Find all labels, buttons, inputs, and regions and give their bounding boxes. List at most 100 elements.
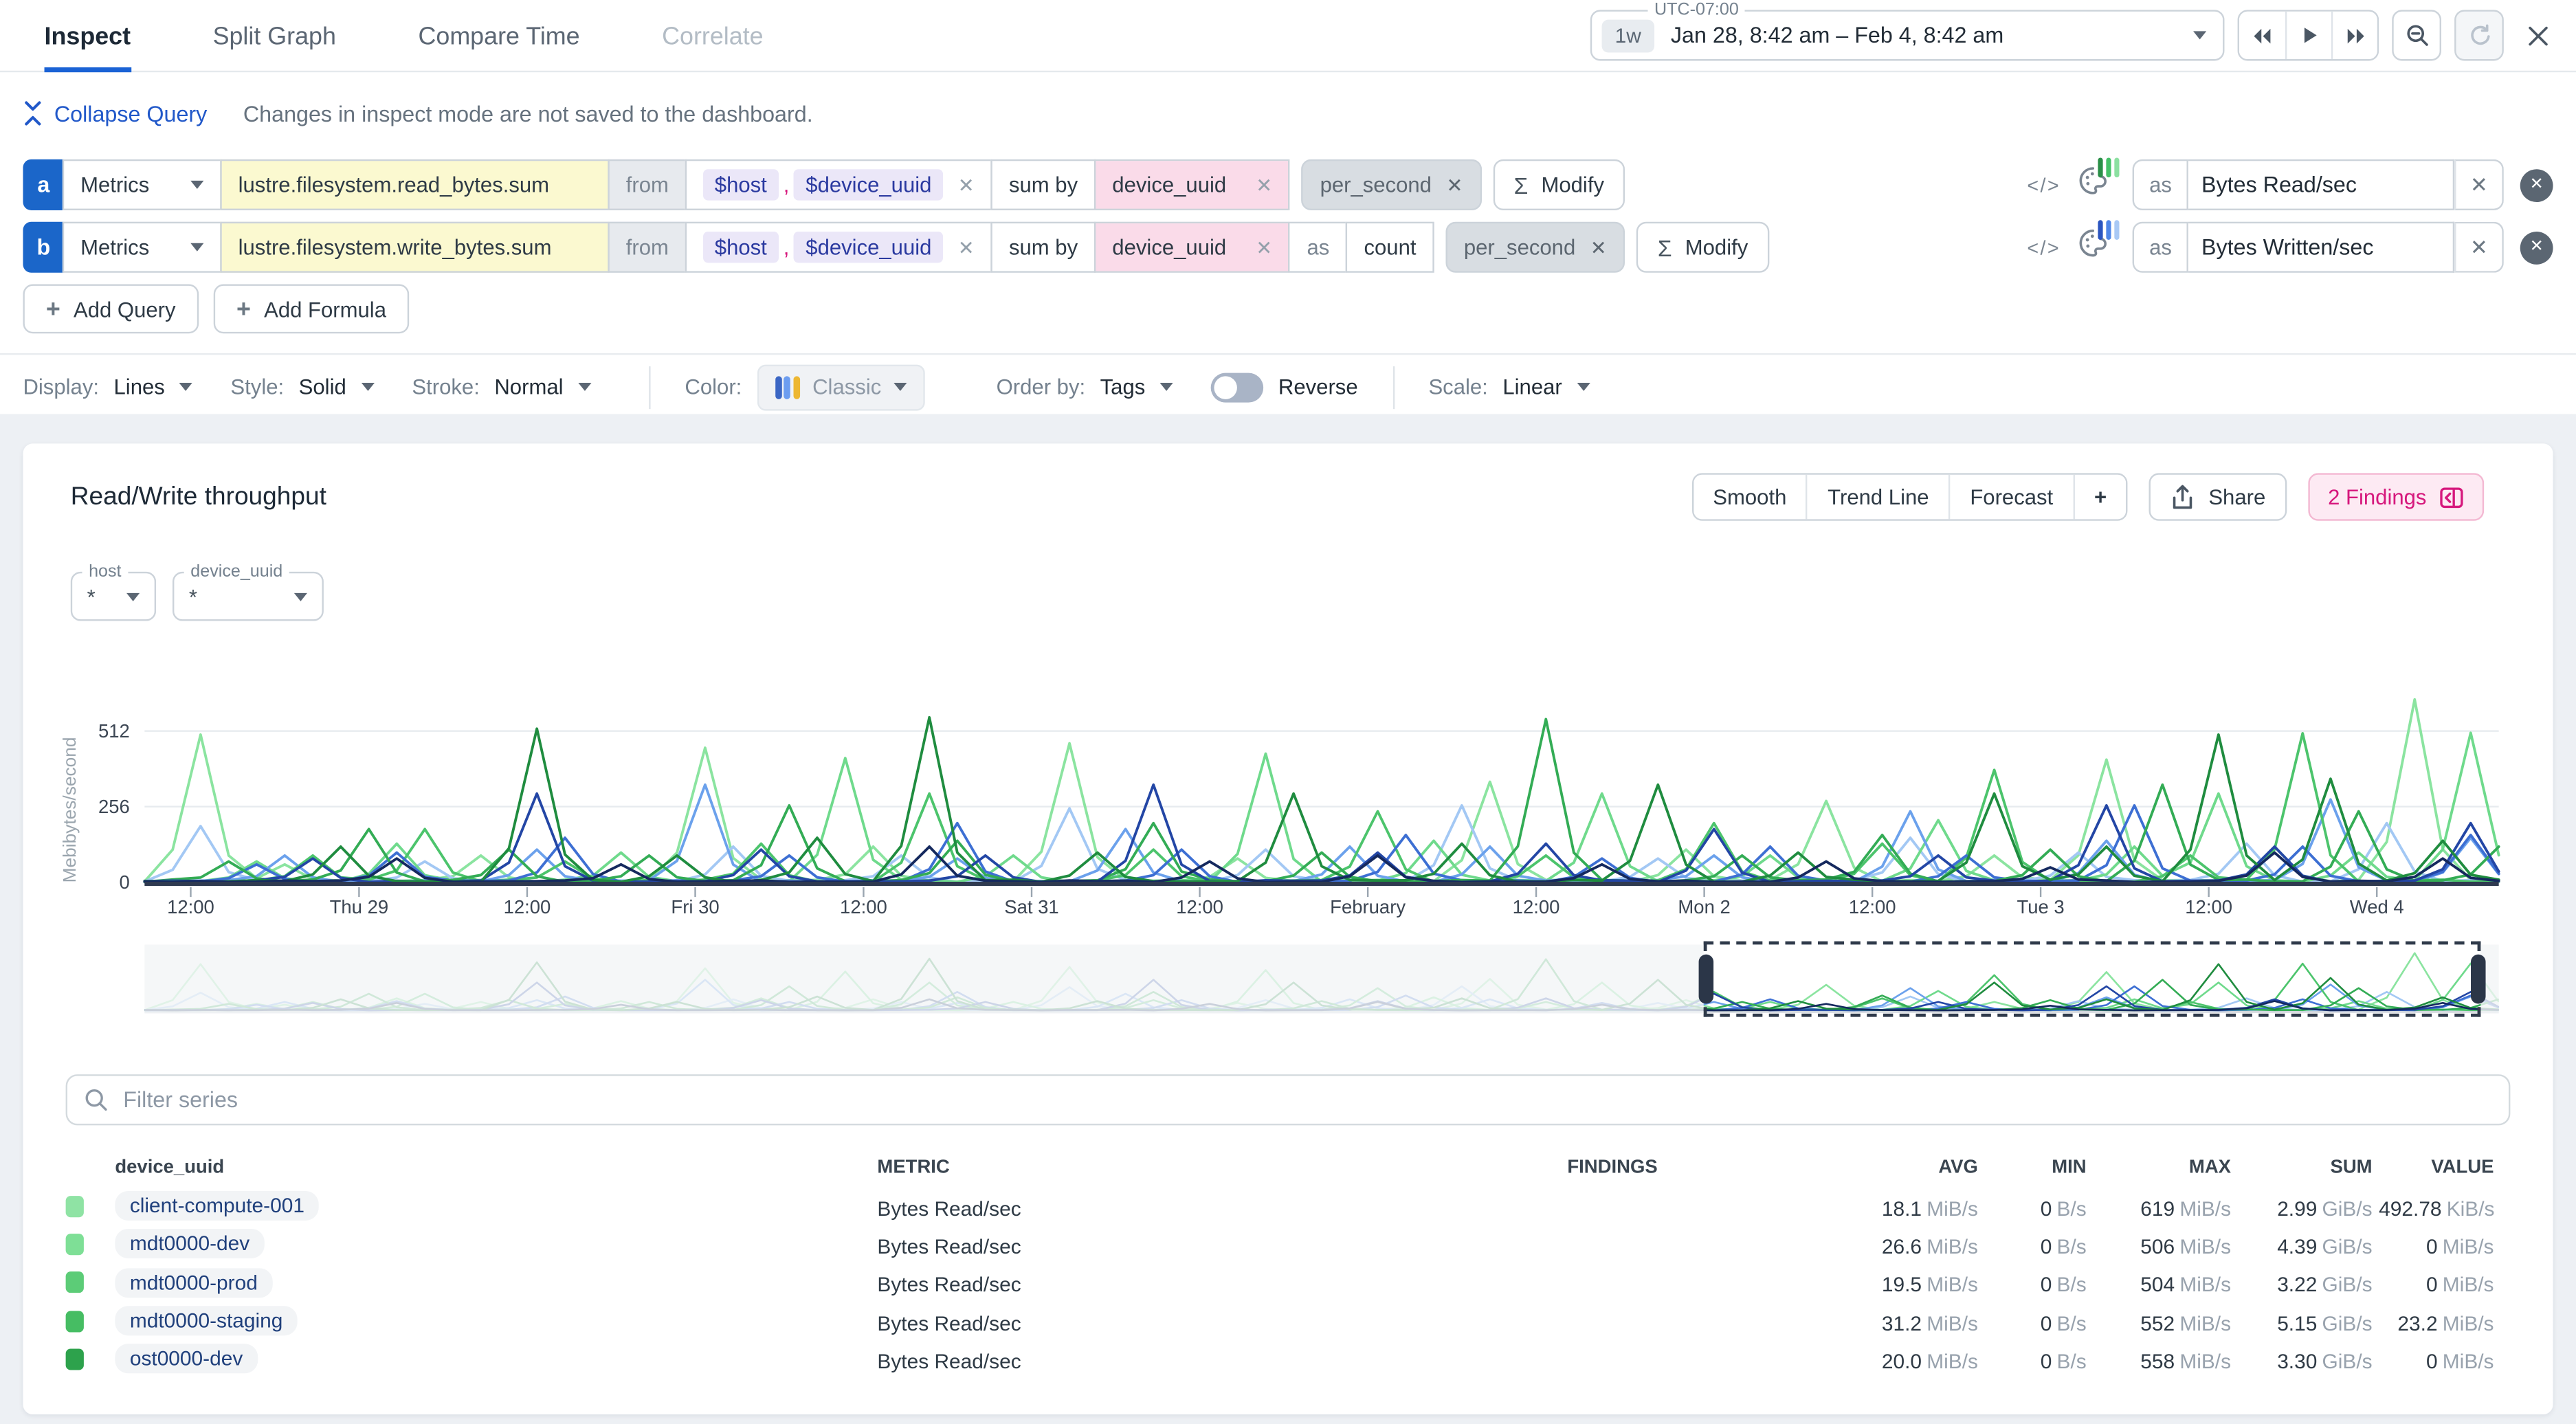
clear-alias-icon[interactable]: ✕	[2454, 221, 2504, 273]
metrics-source-dropdown[interactable]: Metrics	[62, 221, 222, 273]
scale-dropdown[interactable]: Linear	[1502, 375, 1590, 399]
count-field[interactable]: count	[1346, 221, 1434, 273]
remove-group-by-icon[interactable]: ✕	[1256, 173, 1273, 197]
inspect-mode-notice: Changes in inspect mode are not saved to…	[243, 101, 813, 126]
series-name-link[interactable]: mdt0000-dev	[115, 1229, 265, 1260]
modify-button[interactable]: Σ Modify	[1636, 221, 1770, 273]
alias-input[interactable]	[2188, 159, 2455, 210]
col-device-uuid[interactable]: device_uuid	[115, 1158, 225, 1178]
series-name-link[interactable]: mdt0000-prod	[115, 1267, 273, 1298]
code-editor-icon[interactable]: </>	[2027, 236, 2061, 259]
template-var-chip-host[interactable]: $host	[703, 232, 779, 263]
series-name-link[interactable]: ost0000-dev	[115, 1344, 258, 1375]
remove-query-button[interactable]: ✕	[2520, 168, 2553, 201]
rollup-chip[interactable]: per_second ✕	[1302, 159, 1481, 210]
display-dropdown[interactable]: Lines	[114, 375, 193, 399]
remove-query-button[interactable]: ✕	[2520, 230, 2553, 264]
metric-name-field[interactable]: lustre.filesystem.write_bytes.sum	[220, 221, 610, 273]
filter-chips-field[interactable]: $host , $device_uuid ✕	[685, 159, 993, 210]
zoom-out-button[interactable]	[2392, 10, 2441, 61]
color-label: Color:	[685, 374, 742, 399]
order-by-dropdown[interactable]: Tags	[1100, 375, 1173, 399]
series-name-link[interactable]: mdt0000-staging	[115, 1306, 298, 1336]
add-formula-button[interactable]: + Add Formula	[213, 284, 410, 334]
col-max[interactable]: MAX	[2188, 1158, 2232, 1178]
share-button[interactable]: Share	[2149, 473, 2287, 521]
sigma-icon: Σ	[1513, 171, 1529, 199]
remove-rollup-icon[interactable]: ✕	[1590, 236, 1607, 259]
col-metric[interactable]: METRIC	[877, 1158, 950, 1178]
palette-button[interactable]	[2077, 157, 2120, 206]
collapse-query-link[interactable]: Collapse Query	[23, 100, 207, 126]
table-row[interactable]: client-compute-001 Bytes Read/sec 18.1 MiB/…	[65, 1190, 2511, 1228]
filter-series-input[interactable]	[123, 1087, 2493, 1113]
col-value[interactable]: VALUE	[2431, 1158, 2494, 1178]
main-chart[interactable]: 0 256 512 Mebibytes/second 12:00 Thu 29 12:00 F…	[56, 657, 2520, 926]
table-row[interactable]: mdt0000-prod Bytes Read/sec 19.5 MiB/s 0 B/s 5…	[65, 1266, 2511, 1304]
query-b-right-actions: </> as ✕ ✕	[2027, 219, 2553, 273]
time-range-picker[interactable]: UTC-07:00 1w Jan 28, 8:42 am – Feb 4, 8:…	[1590, 0, 2225, 61]
clear-alias-icon[interactable]: ✕	[2454, 159, 2504, 210]
metrics-source-dropdown[interactable]: Metrics	[62, 159, 222, 210]
add-query-button[interactable]: + Add Query	[23, 284, 199, 334]
modify-label: Modify	[1685, 234, 1748, 260]
remove-rollup-icon[interactable]: ✕	[1446, 173, 1463, 197]
stroke-dropdown[interactable]: Normal	[494, 375, 592, 399]
remove-group-by-icon[interactable]: ✕	[1256, 236, 1273, 259]
trend-line-button[interactable]: Trend Line	[1806, 474, 1949, 520]
series-color-swatch	[65, 1233, 115, 1260]
table-row[interactable]: ost0000-dev Bytes Read/sec 20.0 MiB/s 0 B/s 55…	[65, 1342, 2511, 1381]
table-row[interactable]: mdt0000-staging Bytes Read/sec 31.2 MiB/s 0 B…	[65, 1304, 2511, 1343]
findings-button[interactable]: 2 Findings	[2308, 473, 2485, 521]
col-findings[interactable]: FINDINGS	[1567, 1158, 1658, 1178]
col-min[interactable]: MIN	[2052, 1158, 2087, 1178]
metric-name-field[interactable]: lustre.filesystem.read_bytes.sum	[220, 159, 610, 210]
col-sum[interactable]: SUM	[2330, 1158, 2373, 1178]
tab-compare-time[interactable]: Compare Time	[418, 22, 580, 50]
time-play-button[interactable]	[2285, 11, 2331, 60]
group-by-field[interactable]: device_uuid ✕	[1094, 221, 1291, 273]
time-back-button[interactable]	[2239, 11, 2285, 60]
modify-button[interactable]: Σ Modify	[1492, 159, 1626, 210]
source-label: Metrics	[80, 234, 150, 260]
clear-filters-icon[interactable]: ✕	[957, 236, 975, 259]
time-range-text[interactable]: Jan 28, 8:42 am – Feb 4, 8:42 am	[1670, 23, 2004, 48]
template-var-chip-device-uuid[interactable]: $device_uuid	[794, 169, 944, 201]
col-avg[interactable]: AVG	[1938, 1158, 1978, 1178]
group-by-field[interactable]: device_uuid ✕	[1094, 159, 1291, 210]
style-dropdown[interactable]: Solid	[299, 375, 375, 399]
add-analysis-button[interactable]: +	[2072, 474, 2127, 520]
reverse-toggle[interactable]	[1210, 372, 1264, 402]
tab-inspect[interactable]: Inspect	[44, 0, 131, 73]
query-color-swatch	[2097, 157, 2120, 177]
template-var-chip-host[interactable]: $host	[703, 169, 779, 201]
code-editor-icon[interactable]: </>	[2027, 173, 2061, 197]
forecast-button[interactable]: Forecast	[1948, 474, 2073, 520]
clear-filters-icon[interactable]: ✕	[957, 173, 975, 197]
template-var-chip-device-uuid[interactable]: $device_uuid	[794, 232, 944, 263]
tab-split-graph[interactable]: Split Graph	[212, 22, 336, 50]
time-preset-badge[interactable]: 1w	[1601, 19, 1655, 52]
source-label: Metrics	[80, 172, 150, 197]
brush-selection[interactable]	[1698, 941, 2485, 1017]
host-filter-dropdown[interactable]: host *	[70, 561, 157, 621]
rollup-chip[interactable]: per_second ✕	[1445, 221, 1625, 273]
main-chart-svg[interactable]: 0 256 512 Mebibytes/second 12:00 Thu 29 12:00 F…	[56, 657, 2520, 926]
smooth-button[interactable]: Smooth	[1693, 474, 1807, 520]
group-by-chip[interactable]: device_uuid	[1112, 172, 1227, 197]
group-by-chip[interactable]: device_uuid	[1112, 234, 1227, 260]
sum-by-keyword[interactable]: sum by	[990, 159, 1096, 210]
brush-handle-right[interactable]	[2469, 954, 2485, 1004]
series-name-link[interactable]: client-compute-001	[115, 1191, 320, 1221]
brush-handle-left[interactable]	[1698, 954, 1713, 1004]
filter-chips-field[interactable]: $host , $device_uuid ✕	[685, 221, 993, 273]
device-uuid-filter-dropdown[interactable]: device_uuid *	[172, 561, 324, 621]
color-palette-dropdown[interactable]: Classic	[756, 364, 926, 410]
table-row[interactable]: mdt0000-dev Bytes Read/sec 26.6 MiB/s 0 B/s 50…	[65, 1227, 2511, 1266]
alias-input[interactable]	[2188, 221, 2455, 273]
overview-chart[interactable]	[144, 941, 2500, 1017]
time-forward-button[interactable]	[2331, 11, 2377, 60]
palette-button[interactable]	[2077, 219, 2120, 269]
sum-by-keyword[interactable]: sum by	[990, 221, 1096, 273]
close-button[interactable]	[2517, 10, 2560, 60]
